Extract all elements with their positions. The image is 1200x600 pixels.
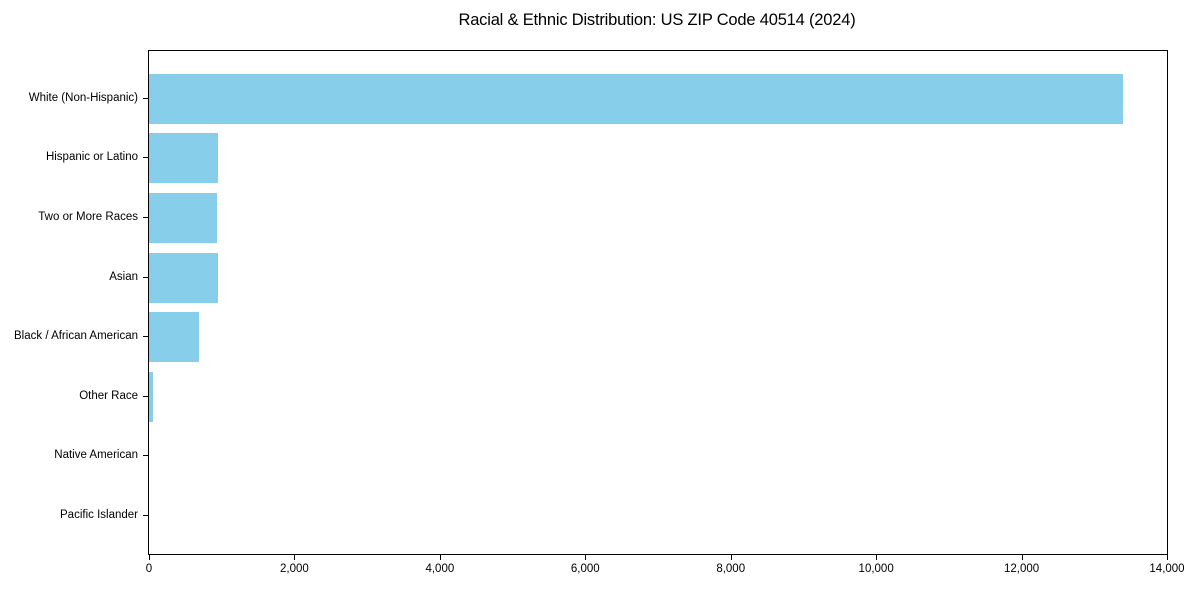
- x-tick-label: 2,000: [280, 563, 309, 575]
- plot-area: [148, 50, 1168, 555]
- y-tick-mark: [143, 336, 148, 338]
- y-tick-mark: [143, 157, 148, 159]
- y-tick-mark: [143, 97, 148, 99]
- bar-hispanic-or-latino: [149, 133, 219, 184]
- x-tick-mark: [294, 555, 296, 560]
- y-label-two-or-more-races: Two or More Races: [38, 211, 138, 223]
- bar-black-african-american: [149, 312, 200, 363]
- x-tick-mark: [1167, 555, 1168, 560]
- y-tick-mark: [143, 455, 148, 457]
- chart-title: Racial & Ethnic Distribution: US ZIP Cod…: [458, 11, 856, 29]
- x-tick-label: 6,000: [570, 563, 600, 575]
- x-tick-mark: [585, 555, 587, 560]
- x-tick-mark: [1021, 555, 1023, 560]
- y-tick-mark: [143, 395, 148, 397]
- x-tick-label: 8,000: [716, 563, 746, 575]
- y-tick-mark: [143, 217, 148, 218]
- bar-two-or-more-races: [149, 193, 217, 243]
- x-tick-mark: [730, 555, 732, 560]
- x-tick-label: 12,000: [1003, 563, 1040, 575]
- x-tick-mark: [876, 555, 878, 560]
- y-label-pacific-islander: Pacific Islander: [60, 509, 138, 521]
- y-label-native-american: Native American: [54, 449, 138, 462]
- bar-white-non-hispanic: [149, 73, 1124, 124]
- x-tick-label: 0: [145, 563, 153, 575]
- y-label-other-race: Other Race: [79, 389, 138, 402]
- x-tick-label: 4,000: [425, 563, 455, 575]
- y-label-asian: Asian: [109, 270, 138, 283]
- x-tick-mark: [149, 555, 150, 560]
- y-tick-mark: [143, 515, 148, 516]
- y-label-hispanic-or-latino: Hispanic or Latino: [45, 151, 138, 164]
- y-label-black-african-american: Black / African American: [14, 330, 138, 343]
- y-tick-mark: [143, 276, 148, 278]
- x-tick-label: 14,000: [1149, 563, 1185, 575]
- x-tick-label: 10,000: [858, 563, 894, 575]
- x-tick-mark: [439, 555, 441, 560]
- bar-asian: [149, 252, 218, 303]
- y-label-white-non-hispanic: White (Non-Hispanic): [28, 91, 138, 104]
- bar-other-race: [149, 371, 153, 422]
